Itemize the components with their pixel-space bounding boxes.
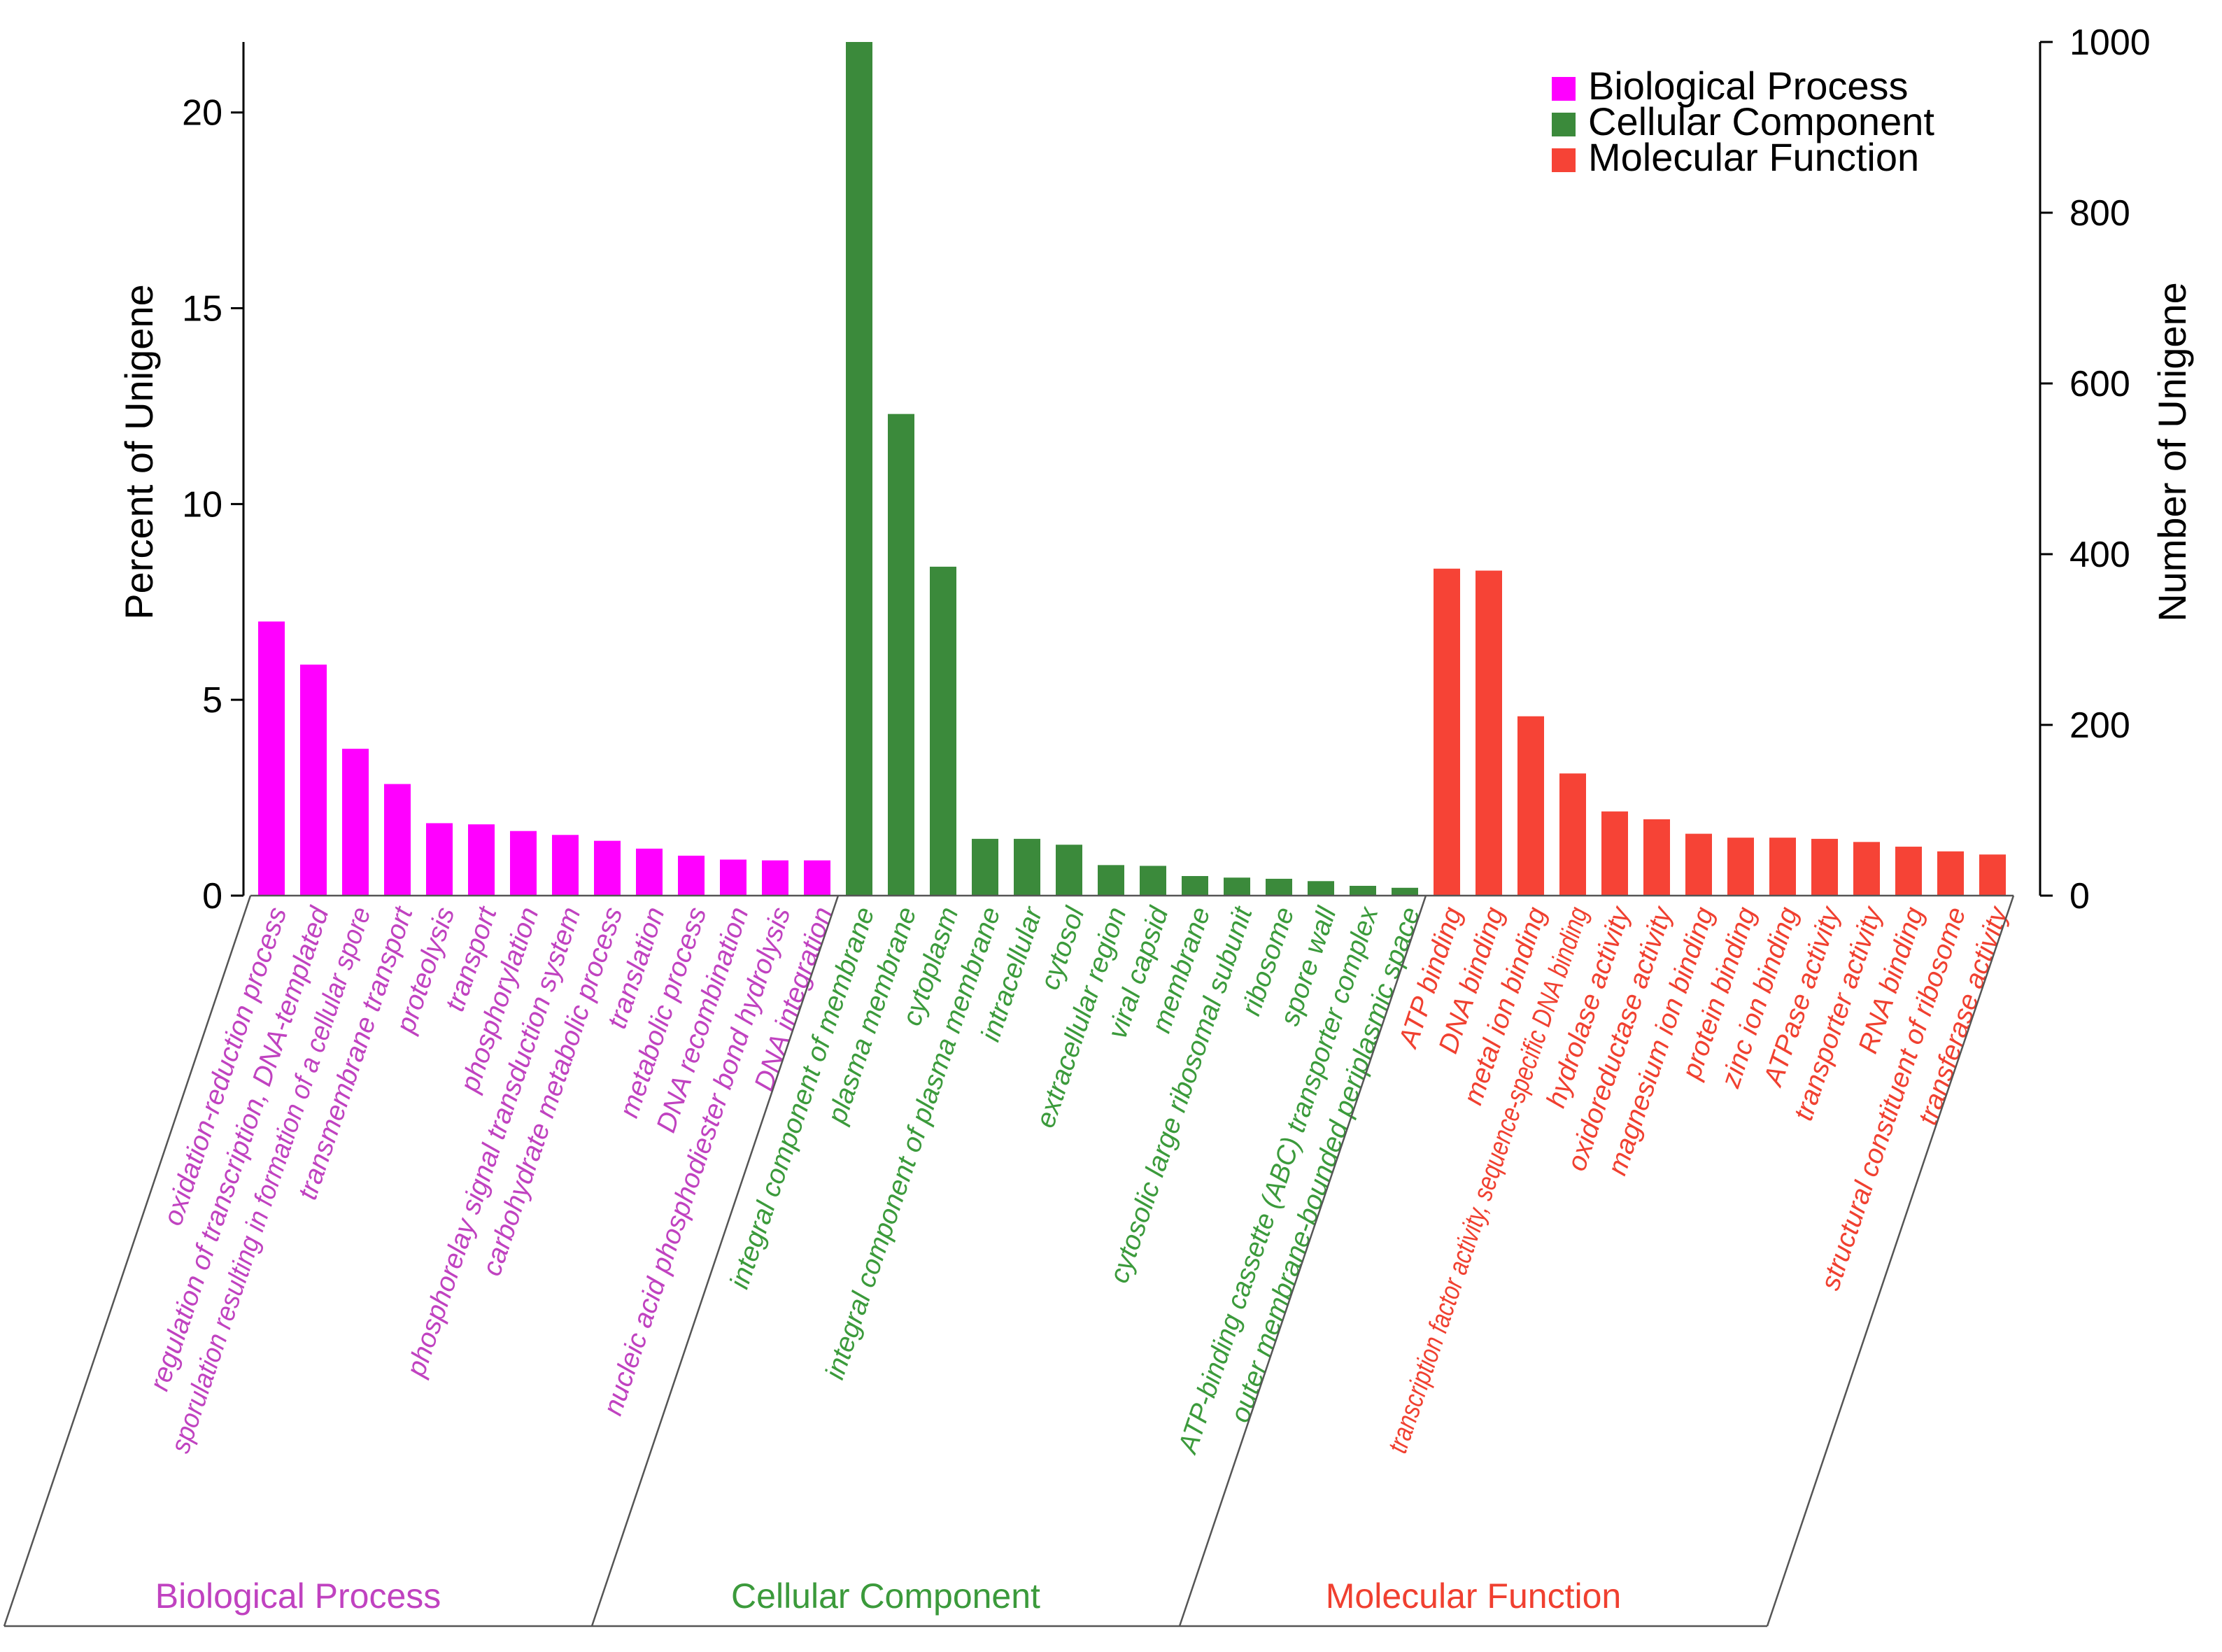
bar-dna-recombination [720, 859, 746, 896]
bar-carbohydrate-metabolic-process [594, 840, 621, 896]
bar-phosphorelay-signal-transduction-system [552, 835, 579, 896]
bar-spore-wall [1308, 881, 1334, 896]
bar-nucleic-acid-phosphodiester-bond-hydrolysis [762, 860, 788, 896]
bar-atpase-activity [1811, 838, 1838, 896]
bar-outer-membrane-bounded-periplasmic-space [1392, 887, 1418, 896]
bar-atp-binding [1434, 568, 1460, 896]
right-axis-tick-label: 1000 [2069, 22, 2151, 63]
bar-extracellular-region [1098, 865, 1124, 896]
bar-intracellular [1014, 838, 1040, 896]
right-axis-tick-label: 200 [2069, 705, 2130, 746]
right-axis-tick-label: 600 [2069, 364, 2130, 404]
bar-proteolysis [426, 823, 453, 896]
bar-atp-binding-cassette-abc-transporter-complex [1350, 886, 1376, 896]
group-panels: Biological Process Cellular Component Mole… [3, 894, 2015, 1628]
bar-oxidoreductase-activity [1643, 819, 1670, 896]
bar-hydrolase-activity [1601, 811, 1628, 896]
left-axis-tick-label: 20 [182, 93, 222, 134]
bar-transport [468, 824, 495, 896]
legend: Biological Process Cellular Component Mo… [1552, 64, 1934, 179]
bar-cytosolic-large-ribosomal-subunit [1224, 877, 1250, 896]
bar-phosphorylation [510, 831, 537, 896]
bar-dna-integration [804, 860, 830, 896]
left-axis-tick-label: 5 [202, 680, 222, 721]
bar-cytosol [1056, 845, 1082, 896]
bar-zinc-ion-binding [1769, 838, 1796, 896]
bar-rna-binding [1895, 847, 1922, 896]
bar-metabolic-process [678, 855, 705, 896]
legend-label-cellular-component: Cellular Component [1588, 99, 1934, 143]
legend-swatch-biological-process [1552, 77, 1576, 101]
panel-divider [590, 895, 840, 1627]
bar-metal-ion-binding [1517, 716, 1544, 896]
bar-transcription-factor-activity-sequence-specific-dna-binding [1559, 773, 1586, 896]
bar-magnesium-ion-binding [1685, 833, 1712, 896]
bar-transporter-activity [1853, 842, 1880, 896]
bar-cytoplasm [930, 566, 956, 896]
right-axis-tick-label: 400 [2069, 535, 2130, 575]
left-axis-title: Percent of Unigene [117, 284, 161, 619]
legend-label-molecular-function: Molecular Function [1588, 135, 1919, 179]
group-label-cellular-component: Cellular Component [731, 1576, 1040, 1616]
group-label-molecular-function: Molecular Function [1326, 1576, 1621, 1616]
legend-label-biological-process: Biological Process [1588, 64, 1909, 108]
group-label-biological-process: Biological Process [155, 1576, 441, 1616]
bar-sporulation-resulting-in-formation-of-a-cellular-spore [342, 749, 369, 896]
bar-regulation-of-transcription-dna-templated [300, 664, 327, 896]
bar-integral-component-of-membrane [846, 42, 872, 896]
bar-plasma-membrane [888, 414, 914, 896]
bar-protein-binding [1727, 838, 1754, 896]
panel-divider [3, 895, 252, 1627]
right-axis-title: Number of Unigene [2150, 282, 2194, 622]
bar-transmembrane-transport [384, 784, 411, 896]
bar-membrane [1182, 876, 1208, 896]
legend-swatch-molecular-function [1552, 148, 1576, 172]
bar-ribosome [1266, 878, 1292, 896]
left-axis-tick-label: 10 [182, 484, 222, 525]
legend-swatch-cellular-component [1552, 113, 1576, 136]
left-axis-tick-label: 0 [202, 876, 222, 917]
panel-divider [1766, 895, 2015, 1627]
panel-divider [1178, 895, 1427, 1627]
bar-oxidation-reduction-process [258, 621, 285, 896]
left-axis-tick-label: 15 [182, 289, 222, 330]
bar-transferase-activity [1979, 854, 2006, 896]
bar-translation [636, 848, 663, 896]
bar-integral-component-of-plasma-membrane [972, 838, 998, 896]
bar-viral-capsid [1140, 866, 1166, 896]
bar-structural-constituent-of-ribosome [1937, 851, 1964, 896]
bars [258, 42, 2006, 896]
right-axis-tick-label: 800 [2069, 193, 2130, 234]
bar-dna-binding [1476, 570, 1502, 896]
right-axis-tick-label: 0 [2069, 876, 2090, 917]
